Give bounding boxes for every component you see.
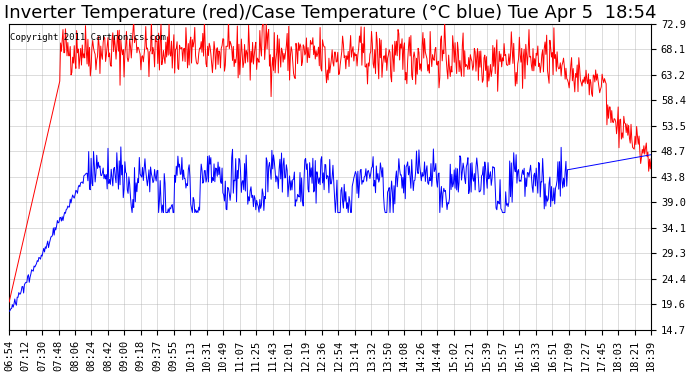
Text: Copyright 2011 Cartronics.com: Copyright 2011 Cartronics.com bbox=[10, 33, 166, 42]
Title: Inverter Temperature (red)/Case Temperature (°C blue) Tue Apr 5  18:54: Inverter Temperature (red)/Case Temperat… bbox=[4, 4, 656, 22]
